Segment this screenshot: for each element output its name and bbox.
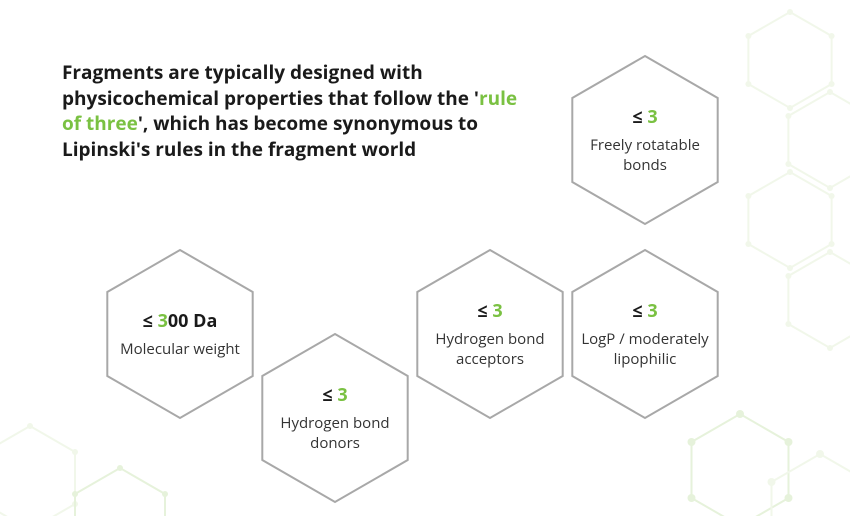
rule-number: 3 xyxy=(337,383,347,407)
rule-prefix: ≤ xyxy=(632,105,647,129)
rule-prefix: ≤ xyxy=(143,309,158,333)
hex-label: Hydrogen bond acceptors xyxy=(423,329,557,370)
heading-pre: Fragments are typically designed with ph… xyxy=(62,59,479,111)
heading-text: Fragments are typically designed with ph… xyxy=(62,60,522,163)
hex-rule: ≤ 3 xyxy=(578,299,712,323)
hex-rotatable: ≤ 3 Freely rotatable bonds xyxy=(560,42,730,238)
hex-acceptors: ≤ 3 Hydrogen bond acceptors xyxy=(405,236,575,432)
hex-label: Hydrogen bond donors xyxy=(268,413,402,454)
rule-number: 3 xyxy=(492,299,502,323)
hex-logp: ≤ 3 LogP / moderately lipophilic xyxy=(560,236,730,432)
hex-label: LogP / moderately lipophilic xyxy=(578,329,712,370)
hex-rule: ≤ 3 xyxy=(578,105,712,129)
rule-suffix: 00 Da xyxy=(168,309,217,333)
rule-number: 3 xyxy=(158,309,168,333)
rule-prefix: ≤ xyxy=(477,299,492,323)
hex-donors: ≤ 3 Hydrogen bond donors xyxy=(250,320,420,516)
hex-rule: ≤ 3 xyxy=(268,383,402,407)
rule-number: 3 xyxy=(647,105,657,129)
rule-number: 3 xyxy=(647,299,657,323)
rule-prefix: ≤ xyxy=(322,383,337,407)
hex-rule: ≤ 3 xyxy=(423,299,557,323)
hex-rule: ≤ 300 Da xyxy=(120,309,240,333)
hex-label: Molecular weight xyxy=(120,339,240,359)
hex-mw: ≤ 300 Da Molecular weight xyxy=(95,236,265,432)
rule-prefix: ≤ xyxy=(632,299,647,323)
hex-label: Freely rotatable bonds xyxy=(578,135,712,176)
